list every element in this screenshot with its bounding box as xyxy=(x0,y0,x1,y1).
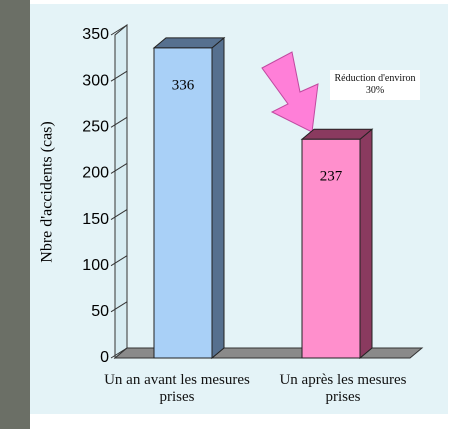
y-tick xyxy=(110,255,128,267)
y-tick-label: 100 xyxy=(82,257,109,274)
y-tick xyxy=(110,24,128,36)
bar-side xyxy=(359,128,373,360)
arrow xyxy=(261,51,319,133)
y-tick-label: 300 xyxy=(82,72,109,89)
annotation: Réduction d'environ 30% xyxy=(330,70,420,100)
y-tick-label: 50 xyxy=(91,303,109,320)
bar xyxy=(153,47,213,359)
bar-top xyxy=(152,37,226,49)
y-tick-label: 350 xyxy=(82,26,109,43)
y-tick-label: 150 xyxy=(82,211,109,228)
value-label: 237 xyxy=(320,169,343,185)
bar xyxy=(301,138,361,359)
y-axis-label: Nbre d'accidents (cas) xyxy=(39,121,56,262)
value-label: 336 xyxy=(172,77,195,93)
x-tick-label: Un an avant les mesures prises xyxy=(104,372,250,405)
x-tick-label: Un après les mesures prises xyxy=(279,372,407,405)
y-tick-label: 0 xyxy=(100,349,109,366)
y-tick xyxy=(110,163,128,174)
y-tick xyxy=(110,70,128,82)
y-tick xyxy=(110,347,128,359)
photo-strip xyxy=(0,0,30,429)
y-tick xyxy=(110,209,128,220)
y-tick xyxy=(110,301,128,313)
y-tick-label: 200 xyxy=(82,165,109,182)
y-tick-label: 250 xyxy=(82,119,109,136)
bar-side xyxy=(211,36,225,360)
y-tick xyxy=(110,116,128,128)
bar-top xyxy=(300,128,374,140)
